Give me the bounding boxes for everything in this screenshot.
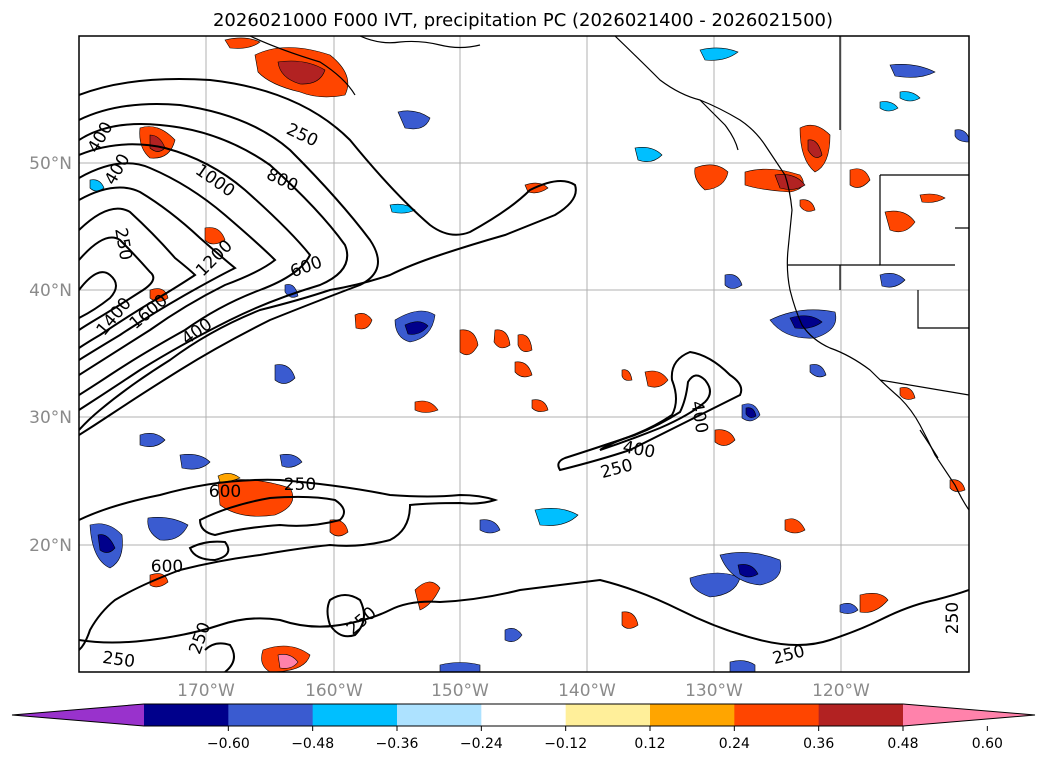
contour-label: 600 — [209, 482, 241, 502]
colorbar-segment — [734, 704, 820, 726]
contour-label: 250 — [943, 602, 963, 634]
precip-positive-areas — [139, 37, 966, 672]
colorbar-segment — [144, 704, 229, 726]
colorbar-extend-min — [12, 704, 144, 726]
lon-label-140w: 140°W — [558, 681, 616, 701]
colorbar-tick-label: 0.12 — [634, 736, 665, 752]
colorbar: −0.60 −0.48 −0.36 −0.24 −0.12 0.12 0.24 0.36 0.4… — [11, 703, 1036, 752]
lon-label-120w: 120°W — [812, 681, 870, 701]
lon-label-150w: 150°W — [431, 681, 489, 701]
lon-label-160w: 160°W — [305, 681, 363, 701]
lon-label-170w: 170°W — [177, 681, 235, 701]
lat-label-20n: 20°N — [29, 536, 72, 556]
colorbar-segment — [565, 704, 651, 726]
lat-label-50n: 50°N — [29, 154, 72, 174]
colorbar-tick-label: −0.24 — [460, 736, 503, 752]
lon-label-130w: 130°W — [685, 681, 743, 701]
colorbar-tick-label: 0.24 — [719, 736, 750, 752]
map-frame — [78, 35, 970, 673]
ivt-contours — [79, 78, 969, 672]
colorbar-tick-label: 0.36 — [803, 736, 834, 752]
colorbar-segment — [397, 704, 482, 726]
colorbar-extend-max — [903, 704, 1035, 726]
colorbar-tick-label: −0.12 — [544, 736, 587, 752]
lat-label-40n: 40°N — [29, 281, 72, 301]
colorbar-tick-label: −0.36 — [376, 736, 419, 752]
contour-label: 250 — [101, 648, 136, 672]
colorbar-tick-label: −0.48 — [291, 736, 334, 752]
map-panel — [79, 36, 969, 672]
colorbar-tick-label: −0.60 — [207, 736, 250, 752]
colorbar-outline — [11, 703, 1036, 727]
colorbar-segment — [818, 704, 904, 726]
lat-label-30n: 30°N — [29, 408, 72, 428]
contour-label: 600 — [151, 557, 183, 577]
graticule — [79, 36, 969, 672]
figure-title: 2026021000 F000 IVT, precipitation PC (2… — [213, 10, 833, 31]
colorbar-tick-label: 0.60 — [972, 736, 1003, 752]
precip-negative-areas — [89, 47, 969, 672]
colorbar-segment — [228, 704, 314, 726]
colorbar-segment — [650, 704, 735, 726]
contour-label: 250 — [284, 475, 316, 495]
latitude-labels: 50°N 40°N 30°N 20°N — [29, 154, 72, 556]
colorbar-segment — [312, 704, 398, 726]
longitude-labels: 170°W 160°W 150°W 140°W 130°W 120°W — [177, 681, 870, 701]
colorbar-tick-label: 0.48 — [887, 736, 918, 752]
colorbar-segment — [481, 704, 567, 726]
coastlines — [249, 36, 969, 511]
